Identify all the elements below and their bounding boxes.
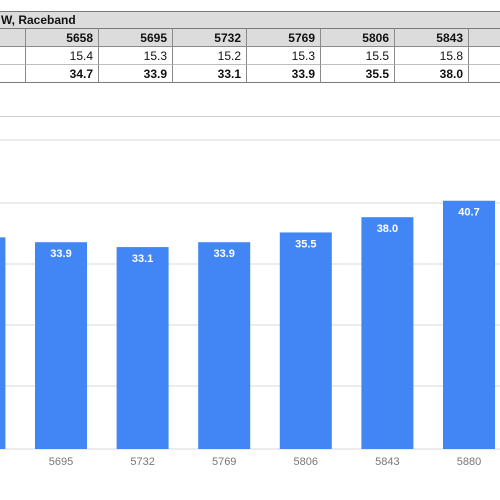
header-cell[interactable] bbox=[0, 29, 26, 47]
header-cell[interactable]: 5732 bbox=[173, 29, 247, 47]
table-cell[interactable]: 15.8 bbox=[395, 47, 469, 65]
table-cell[interactable] bbox=[469, 65, 500, 83]
table-cell[interactable] bbox=[0, 47, 26, 65]
data-label: 38.0 bbox=[377, 223, 398, 235]
bar bbox=[0, 237, 6, 449]
x-tick-label: 5880 bbox=[457, 456, 481, 468]
header-cell[interactable]: 5658 bbox=[26, 29, 99, 47]
table-cell[interactable]: 38.0 bbox=[395, 65, 469, 83]
table-cell[interactable]: 33.9 bbox=[247, 65, 321, 83]
table-cell[interactable]: 15.3 bbox=[247, 47, 321, 65]
header-cell[interactable]: 5769 bbox=[247, 29, 321, 47]
data-label: 33.9 bbox=[213, 248, 234, 260]
section-divider bbox=[0, 116, 500, 117]
table-cell[interactable]: 33.9 bbox=[99, 65, 173, 83]
table-cell[interactable]: 15.2 bbox=[173, 47, 247, 65]
bar bbox=[361, 217, 414, 449]
header-cell[interactable] bbox=[469, 29, 500, 47]
table-cell[interactable]: 15.5 bbox=[321, 47, 395, 65]
table-cell[interactable]: 15.3 bbox=[99, 47, 173, 65]
table-title: W, Raceband bbox=[0, 11, 500, 29]
table-cell[interactable] bbox=[469, 47, 500, 65]
bar bbox=[35, 242, 87, 449]
table-cell[interactable]: 34.7 bbox=[26, 65, 99, 83]
x-tick-label: 5695 bbox=[49, 456, 73, 468]
x-tick-label: 5843 bbox=[375, 456, 399, 468]
data-label: 35.5 bbox=[295, 238, 316, 250]
table-row: 15.4 15.3 15.2 15.3 15.5 15.8 bbox=[0, 47, 500, 65]
x-tick-label: 5732 bbox=[130, 456, 154, 468]
data-label: 40.7 bbox=[458, 207, 479, 219]
bar bbox=[279, 232, 332, 449]
table-cell[interactable]: 35.5 bbox=[321, 65, 395, 83]
x-tick-label: 5806 bbox=[294, 456, 318, 468]
bar bbox=[116, 247, 169, 449]
table-row: 34.7 33.9 33.1 33.9 35.5 38.0 bbox=[0, 65, 500, 83]
data-label: 33.1 bbox=[132, 253, 153, 265]
x-tick-label: 5769 bbox=[212, 456, 236, 468]
bar bbox=[198, 242, 251, 449]
table-cell[interactable]: 15.4 bbox=[26, 47, 99, 65]
table-cell[interactable]: 33.1 bbox=[173, 65, 247, 83]
header-cell[interactable]: 5843 bbox=[395, 29, 469, 47]
bar bbox=[443, 200, 495, 449]
data-label: 33.9 bbox=[50, 248, 71, 260]
header-cell[interactable]: 5806 bbox=[321, 29, 395, 47]
table-cell[interactable] bbox=[0, 65, 26, 83]
header-cell[interactable]: 5695 bbox=[99, 29, 173, 47]
table-header-row: 5658 5695 5732 5769 5806 5843 bbox=[0, 29, 500, 47]
